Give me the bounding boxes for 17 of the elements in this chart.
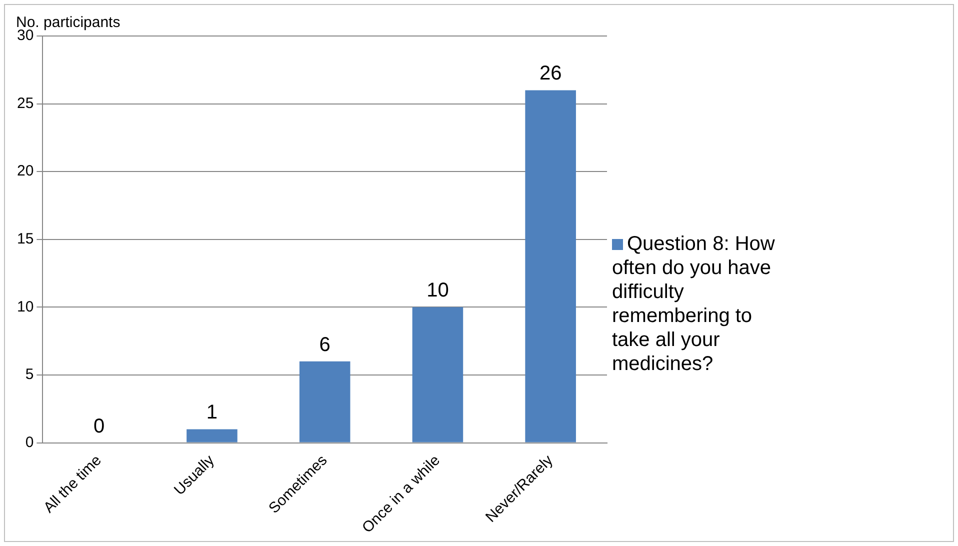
data-label: 10 [426,280,449,302]
legend-label: Question 8: How often do you have difficulty remembering to take all your medicines? [612,232,776,376]
y-tick-label: 10 [16,298,34,316]
y-tick-label: 25 [16,94,34,112]
y-tick-label: 20 [16,162,34,180]
data-label: 0 [94,415,105,438]
bar [412,307,464,442]
bar [525,90,576,442]
data-label: 26 [539,62,562,85]
x-tick-label: All the time [40,452,105,516]
data-label: 1 [206,402,218,424]
y-tick-label: 15 [16,230,34,248]
bar [299,361,350,442]
y-tick-label: 5 [25,366,34,384]
bar [186,429,238,442]
y-tick-label: 0 [25,434,34,451]
data-label: 6 [319,334,330,356]
